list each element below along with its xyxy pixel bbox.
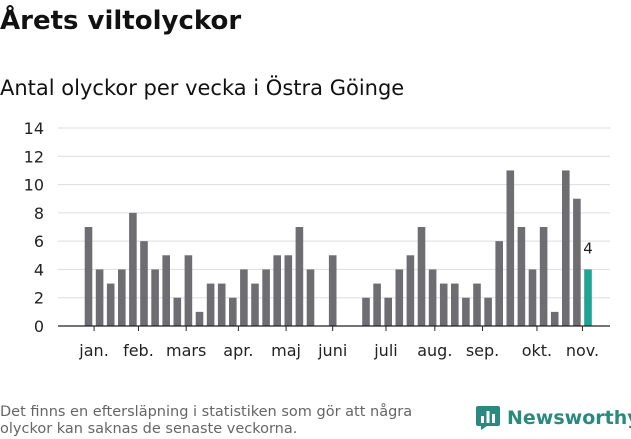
bar [506, 170, 515, 326]
y-tick-label: 2 [34, 289, 44, 308]
bar [295, 227, 304, 326]
bar [573, 198, 581, 326]
bar [273, 255, 281, 326]
bar [284, 255, 293, 326]
bar [206, 283, 215, 326]
x-tick-label: sep. [466, 341, 499, 360]
brand-name: Newsworthy [507, 407, 631, 429]
bar [173, 297, 182, 326]
bar [95, 269, 104, 326]
bar [373, 283, 381, 326]
brand-logo: Newsworthy [475, 405, 631, 431]
bar [395, 269, 404, 326]
bar [528, 269, 537, 326]
x-tick-label: aug. [417, 341, 452, 360]
bar [584, 269, 592, 326]
x-tick-label: apr. [223, 341, 253, 360]
x-tick-label: mars [166, 341, 206, 360]
y-tick-label: 14 [24, 119, 44, 138]
x-tick-label: juni [317, 341, 347, 360]
bar [240, 269, 248, 326]
y-tick-label: 8 [34, 204, 44, 223]
data-label: 4 [583, 239, 593, 257]
x-tick-label: okt. [522, 341, 552, 360]
bar [328, 255, 337, 326]
bar [539, 227, 548, 326]
bar [262, 269, 270, 326]
footnote: Det finns en eftersläpning i statistiken… [0, 404, 413, 437]
bar [195, 311, 204, 326]
bar [439, 283, 448, 326]
bar [428, 269, 437, 326]
bar [162, 255, 170, 326]
y-tick-label: 10 [24, 176, 44, 195]
bar [517, 227, 526, 326]
bar [229, 297, 237, 326]
x-tick-label: feb. [123, 341, 154, 360]
bar [473, 283, 481, 326]
bar [84, 227, 93, 326]
bar [251, 283, 259, 326]
bar [451, 283, 459, 326]
y-tick-label: 12 [24, 147, 44, 166]
x-tick-label: juli [373, 341, 397, 360]
bar [406, 255, 415, 326]
bar [362, 297, 370, 326]
bar [495, 241, 503, 326]
bar [417, 227, 426, 326]
y-tick-label: 0 [34, 317, 44, 336]
y-tick-label: 6 [34, 232, 44, 251]
bar [306, 269, 315, 326]
y-tick-label: 4 [34, 260, 44, 279]
bar-chart: 0 2 4 6 8 10 12 14 jan. feb. mars apr. maj juni juli a… [24, 119, 610, 360]
bar [151, 269, 159, 326]
bar [217, 283, 226, 326]
bar [184, 255, 193, 326]
bar [129, 212, 137, 326]
x-tick-label: jan. [78, 341, 108, 360]
x-tick-label: maj [271, 341, 301, 360]
bar [106, 283, 115, 326]
x-tick-label: nov. [566, 341, 599, 360]
newsworthy-icon [476, 406, 500, 430]
bar [550, 311, 559, 326]
bar [384, 297, 392, 326]
bar [484, 297, 492, 326]
chart-subtitle: Antal olyckor per vecka i Östra Göinge [0, 76, 405, 100]
bar [140, 241, 148, 326]
bar [118, 269, 126, 326]
bar [562, 170, 570, 326]
chart-title: Årets viltolyckor [0, 6, 242, 36]
bar [462, 297, 470, 326]
